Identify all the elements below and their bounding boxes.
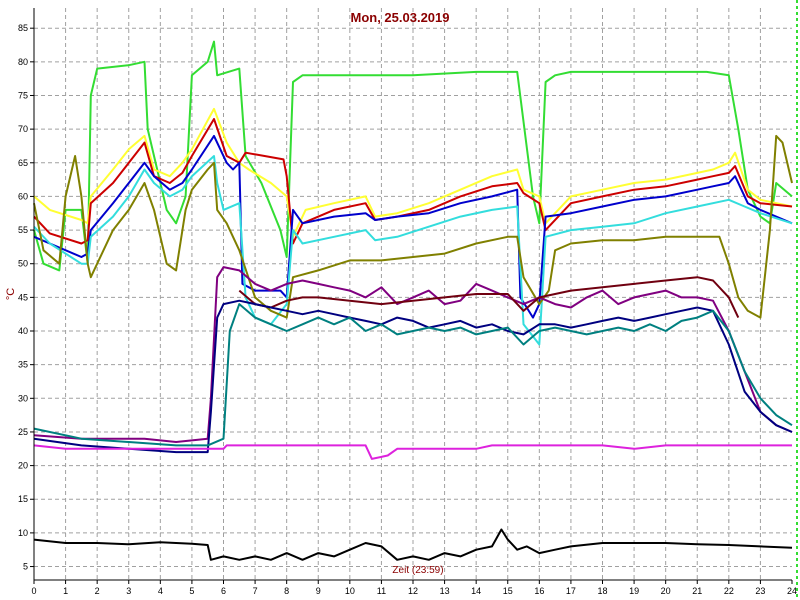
chart-title: Mon, 25.03.2019 bbox=[351, 10, 450, 25]
y-tick-label: 50 bbox=[18, 259, 28, 269]
x-tick-label: 24 bbox=[787, 586, 797, 596]
y-tick-label: 75 bbox=[18, 90, 28, 100]
y-tick-label: 15 bbox=[18, 494, 28, 504]
x-tick-label: 8 bbox=[284, 586, 289, 596]
series-group bbox=[33, 40, 793, 561]
series-line-11 bbox=[33, 444, 792, 460]
x-tick-label: 3 bbox=[126, 586, 131, 596]
x-tick-label: 7 bbox=[253, 586, 258, 596]
y-tick-label: 65 bbox=[18, 158, 28, 168]
y-tick-label: 20 bbox=[18, 461, 28, 471]
series-line-10 bbox=[33, 303, 793, 447]
x-tick-label: 20 bbox=[661, 586, 671, 596]
x-tick-label: 13 bbox=[440, 586, 450, 596]
x-tick-label: 17 bbox=[566, 586, 576, 596]
y-axis-label: °C bbox=[5, 288, 17, 300]
x-tick-label: 23 bbox=[755, 586, 765, 596]
x-tick-label: 11 bbox=[377, 586, 386, 596]
x-tick-label: 0 bbox=[31, 586, 36, 596]
y-tick-label: 25 bbox=[18, 427, 28, 437]
x-tick-label: 19 bbox=[629, 586, 639, 596]
x-tick-label: 12 bbox=[408, 586, 418, 596]
series-line-7 bbox=[33, 266, 793, 443]
x-tick-label: 18 bbox=[597, 586, 607, 596]
series-line-8 bbox=[238, 276, 740, 319]
y-tick-label: 55 bbox=[18, 225, 28, 235]
y-tick-label: 10 bbox=[18, 528, 28, 538]
series-line-9 bbox=[33, 299, 793, 454]
x-tick-label: 10 bbox=[345, 586, 355, 596]
x-tick-label: 5 bbox=[189, 586, 194, 596]
series-line-4 bbox=[33, 134, 793, 319]
x-tick-label: 22 bbox=[724, 586, 734, 596]
x-tick-label: 2 bbox=[95, 586, 100, 596]
x-tick-label: 15 bbox=[503, 586, 513, 596]
series-line-2 bbox=[33, 107, 793, 238]
series-line-6 bbox=[33, 134, 793, 319]
series-line-5 bbox=[33, 155, 793, 346]
x-tick-label: 6 bbox=[221, 586, 226, 596]
x-tick-label: 1 bbox=[63, 586, 68, 596]
y-tick-label: 80 bbox=[18, 57, 28, 67]
y-tick-label: 45 bbox=[18, 292, 28, 302]
series-line-3 bbox=[33, 118, 793, 245]
y-tick-label: 5 bbox=[23, 562, 28, 572]
x-tick-label: 21 bbox=[692, 586, 702, 596]
grid bbox=[34, 8, 792, 580]
y-tick-label: 60 bbox=[18, 191, 28, 201]
series-line-12 bbox=[33, 528, 793, 561]
y-tick-label: 85 bbox=[18, 23, 28, 33]
y-tick-label: 30 bbox=[18, 393, 28, 403]
y-tick-label: 40 bbox=[18, 326, 28, 336]
x-tick-label: 14 bbox=[471, 586, 481, 596]
y-tick-label: 35 bbox=[18, 360, 28, 370]
y-tick-label: 70 bbox=[18, 124, 28, 134]
time-label: Zeit (23:59) bbox=[392, 565, 443, 576]
axes: 0 1 2 3 4 5 6 7 8 9 10 11 12 13 14 15 16 17 18 19 20 21 22 23 24… bbox=[18, 0, 798, 600]
x-tick-label: 16 bbox=[534, 586, 544, 596]
x-tick-label: 9 bbox=[316, 586, 321, 596]
x-tick-label: 4 bbox=[158, 586, 163, 596]
series-line-1 bbox=[33, 40, 793, 272]
